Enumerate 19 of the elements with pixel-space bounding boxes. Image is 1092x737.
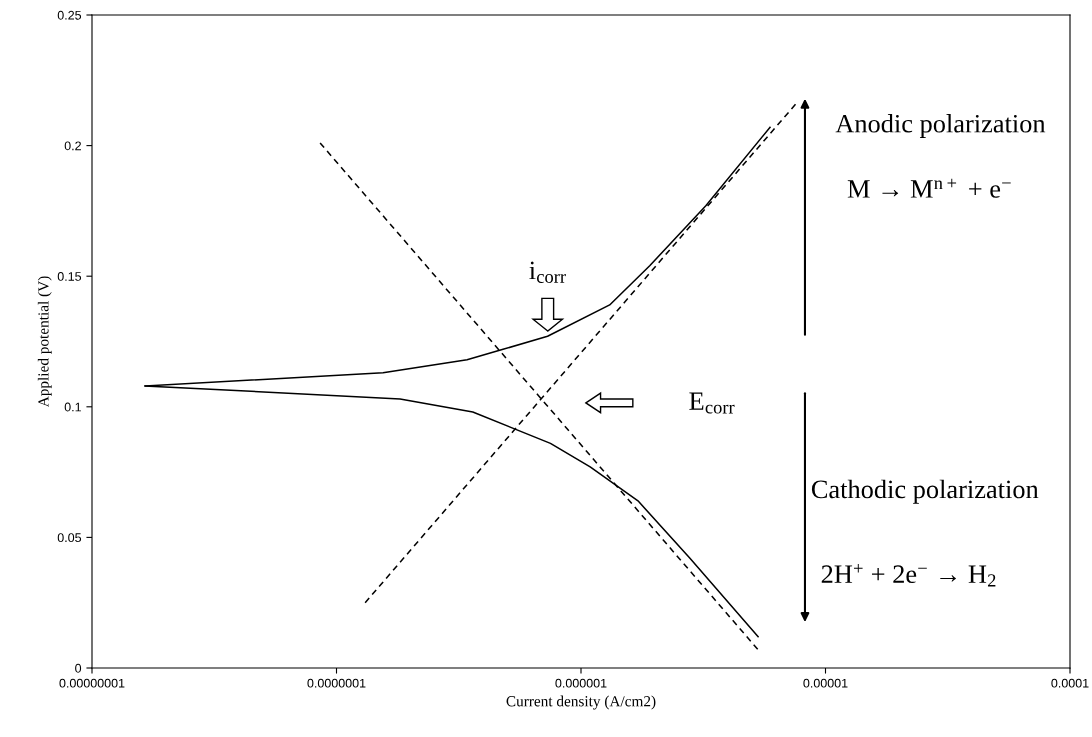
x-axis-title: Current density (A/cm2) xyxy=(506,695,656,710)
annotation: E$_{corr}$ xyxy=(689,392,735,414)
x-tick-label: 0.0000001 xyxy=(307,678,366,688)
annotation: i$_{corr}$ xyxy=(529,261,566,283)
y-tick-label: 0.1 xyxy=(64,402,81,412)
annotation: Anodic polarization xyxy=(835,114,1046,138)
y-axis-title: Applied potential (V) xyxy=(37,276,52,408)
annotation: M → M$^{n+}$ + e$^{−}$ xyxy=(847,178,1011,198)
y-tick-label: 0.2 xyxy=(64,141,81,151)
y-tick-label: 0.15 xyxy=(57,272,82,281)
y-tick-label: 0 xyxy=(75,663,82,673)
x-tick-label: 0.00000001 xyxy=(59,678,125,688)
y-tick-label: 0.25 xyxy=(57,10,82,20)
y-tick-label: 0.05 xyxy=(57,533,82,543)
x-tick-label: 0.00001 xyxy=(803,678,848,688)
x-tick-label: 0.0001 xyxy=(1051,678,1089,688)
x-tick-label: 0.000001 xyxy=(555,678,607,688)
annotation: Cathodic polarization xyxy=(811,479,1039,504)
annotation: 2H$^{+}$ + 2e$^{−}$ → H$_{2}$ xyxy=(821,563,996,587)
